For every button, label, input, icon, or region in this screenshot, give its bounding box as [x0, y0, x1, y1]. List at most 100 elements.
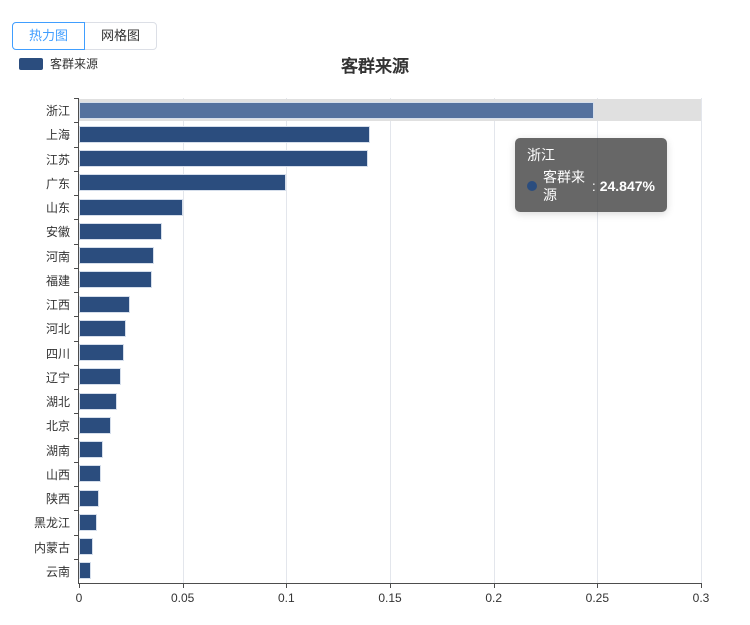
bar-云南[interactable] [79, 562, 92, 580]
y-axis-label-北京: 北京 [45, 419, 70, 434]
bar-福建[interactable] [79, 271, 153, 289]
bar-湖北[interactable] [79, 392, 117, 410]
x-axis-label: 0.25 [585, 591, 610, 605]
tooltip-separator: : [588, 178, 600, 194]
gridline-x-0.15 [390, 98, 391, 583]
bar-江西[interactable] [79, 295, 130, 313]
y-axis-label-湖南: 湖南 [45, 443, 70, 458]
y-axis-label-上海: 上海 [45, 128, 70, 143]
gridline-x-0.1 [286, 98, 288, 583]
bar-江苏[interactable] [79, 150, 368, 168]
bar-北京[interactable] [79, 416, 111, 434]
view-tab-group: 热力图 网格图 [12, 22, 158, 50]
x-axis-tick [182, 583, 184, 588]
chart-row-1: 浙江 [46, 98, 701, 122]
chart-row-18: 黑龙江 [34, 510, 701, 534]
y-axis-tick [74, 389, 79, 390]
y-axis-tick [74, 170, 79, 172]
chart-tooltip: 浙江 客群来源 : 24.847% [515, 138, 667, 212]
y-axis-label-辽宁: 辽宁 [45, 370, 70, 385]
x-axis-tick [493, 583, 495, 588]
x-axis-label: 0.15 [378, 591, 402, 605]
legend-item-customer-source[interactable]: 客群来源 [19, 55, 98, 72]
bar-河南[interactable] [79, 247, 154, 265]
x-axis-label: 0.3 [692, 591, 710, 605]
y-axis-label-四川: 四川 [45, 346, 70, 361]
bar-山西[interactable] [79, 465, 102, 483]
chart-row-11: 四川 [46, 341, 701, 365]
tooltip-value: 24.847% [599, 178, 655, 194]
bar-山东[interactable] [79, 198, 184, 216]
y-axis-tick [74, 510, 79, 512]
y-axis-tick [74, 195, 79, 196]
bar-内蒙古[interactable] [79, 538, 93, 556]
y-axis-label-安徽: 安徽 [45, 225, 70, 240]
chart-row-7: 河南 [46, 244, 701, 268]
y-axis-label-山东: 山东 [45, 201, 70, 216]
y-axis-tick [74, 534, 79, 536]
legend-swatch [19, 57, 43, 70]
bar-河北[interactable] [79, 319, 127, 337]
bar-广东[interactable] [79, 174, 287, 192]
y-axis-label-江西: 江西 [45, 298, 70, 313]
bar-陕西[interactable] [79, 489, 99, 507]
chart-row-3: 江苏 [46, 147, 701, 171]
bar-安徽[interactable] [79, 222, 162, 240]
x-axis-label: 0.05 [170, 591, 195, 605]
y-axis-label-云南: 云南 [45, 564, 70, 579]
y-axis-tick [74, 413, 79, 415]
chart-row-6: 安徽 [46, 219, 701, 243]
gridline-x-0.3 [701, 98, 702, 583]
x-axis-tick [79, 583, 80, 588]
bar-湖南[interactable] [79, 441, 103, 459]
gridline-x-0.05 [182, 98, 184, 583]
gridline-x-0.25 [597, 98, 599, 583]
y-axis-label-黑龙江: 黑龙江 [33, 516, 70, 531]
tab-heatmap[interactable]: 热力图 [12, 22, 86, 50]
tooltip-category: 浙江 [527, 147, 555, 163]
y-axis-label-江苏: 江苏 [45, 152, 70, 167]
tab-gridmap[interactable]: 网格图 [84, 22, 158, 50]
y-axis-tick [74, 461, 79, 463]
y-axis-label-河北: 河北 [45, 322, 70, 337]
y-axis-tick [74, 340, 79, 342]
x-axis-label: 0.2 [485, 591, 502, 605]
y-axis-tick [74, 243, 79, 245]
chart-row-16: 山西 [46, 462, 701, 486]
series-marker-icon [527, 181, 537, 191]
y-axis-label-湖北: 湖北 [45, 395, 70, 410]
y-axis-tick [74, 364, 79, 366]
bar-浙江[interactable] [79, 101, 595, 119]
y-axis-label-陕西: 陕西 [45, 492, 70, 507]
y-axis-tick [74, 486, 79, 487]
chart-row-10: 河北 [46, 316, 701, 340]
y-axis-label-河南: 河南 [45, 249, 70, 264]
y-axis-tick [74, 122, 79, 124]
y-axis-tick [74, 316, 79, 318]
y-axis-label-内蒙古: 内蒙古 [33, 540, 70, 555]
y-axis-tick [74, 437, 79, 439]
bar-黑龙江[interactable] [79, 513, 97, 531]
chart-row-15: 湖南 [46, 438, 701, 462]
chart-row-17: 陕西 [46, 486, 701, 510]
y-axis-tick [74, 558, 79, 560]
y-axis-label-广东: 广东 [45, 176, 70, 191]
bar-辽宁[interactable] [79, 368, 121, 386]
x-axis-tick [701, 583, 702, 588]
x-axis-label: 0.1 [277, 591, 295, 605]
bar-四川[interactable] [79, 344, 124, 362]
y-axis-label-福建: 福建 [45, 273, 70, 288]
tooltip-series-line: 客群来源 : 24.847% [527, 168, 655, 204]
y-axis-label-浙江: 浙江 [45, 104, 70, 119]
bar-上海[interactable] [79, 125, 371, 143]
chart-row-12: 辽宁 [46, 365, 701, 389]
y-axis-tick [74, 292, 79, 293]
x-axis-tick [390, 583, 391, 588]
chart-row-2: 上海 [46, 122, 701, 146]
y-axis-tick [74, 98, 79, 99]
chart-row-13: 湖北 [46, 389, 701, 413]
x-axis-label: 0 [75, 591, 83, 605]
tooltip-series-label: 客群来源 [543, 169, 585, 203]
y-axis-tick [74, 267, 79, 269]
